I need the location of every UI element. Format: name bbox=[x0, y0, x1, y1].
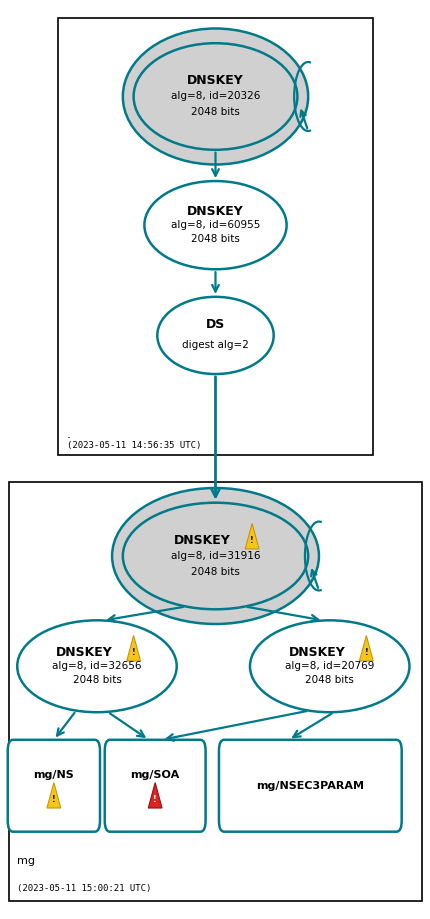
Polygon shape bbox=[126, 636, 140, 661]
Text: !: ! bbox=[250, 537, 253, 545]
Text: mg/SOA: mg/SOA bbox=[130, 770, 179, 779]
Text: mg/NSEC3PARAM: mg/NSEC3PARAM bbox=[256, 781, 363, 790]
Ellipse shape bbox=[17, 620, 176, 712]
Text: .: . bbox=[67, 428, 71, 441]
Text: DNSKEY: DNSKEY bbox=[174, 534, 230, 547]
Text: alg=8, id=31916: alg=8, id=31916 bbox=[170, 551, 260, 561]
Polygon shape bbox=[245, 524, 258, 549]
Ellipse shape bbox=[157, 297, 273, 374]
Text: 2048 bits: 2048 bits bbox=[190, 567, 240, 576]
Text: DS: DS bbox=[206, 318, 224, 331]
Text: 2048 bits: 2048 bits bbox=[304, 675, 353, 685]
Text: mg/NS: mg/NS bbox=[34, 770, 74, 779]
Text: !: ! bbox=[153, 796, 157, 804]
FancyBboxPatch shape bbox=[9, 482, 421, 901]
Text: alg=8, id=20769: alg=8, id=20769 bbox=[284, 662, 374, 671]
Ellipse shape bbox=[112, 488, 318, 624]
Text: !: ! bbox=[132, 649, 135, 657]
Text: !: ! bbox=[52, 796, 55, 804]
Text: !: ! bbox=[364, 649, 367, 657]
Text: 2048 bits: 2048 bits bbox=[190, 234, 240, 244]
Text: alg=8, id=32656: alg=8, id=32656 bbox=[52, 662, 141, 671]
Ellipse shape bbox=[123, 28, 307, 165]
Ellipse shape bbox=[249, 620, 408, 712]
Polygon shape bbox=[359, 636, 372, 661]
Text: (2023-05-11 15:00:21 UTC): (2023-05-11 15:00:21 UTC) bbox=[17, 884, 151, 893]
Text: (2023-05-11 14:56:35 UTC): (2023-05-11 14:56:35 UTC) bbox=[67, 441, 201, 450]
Ellipse shape bbox=[144, 181, 286, 269]
FancyBboxPatch shape bbox=[104, 740, 205, 832]
Ellipse shape bbox=[123, 503, 307, 609]
Text: mg: mg bbox=[17, 856, 35, 866]
Text: DNSKEY: DNSKEY bbox=[288, 646, 344, 659]
Text: 2048 bits: 2048 bits bbox=[190, 108, 240, 117]
Ellipse shape bbox=[133, 43, 297, 150]
Text: DNSKEY: DNSKEY bbox=[187, 74, 243, 87]
Polygon shape bbox=[47, 783, 61, 808]
Text: digest alg=2: digest alg=2 bbox=[181, 340, 249, 349]
FancyBboxPatch shape bbox=[218, 740, 401, 832]
Text: alg=8, id=20326: alg=8, id=20326 bbox=[170, 92, 260, 101]
Text: alg=8, id=60955: alg=8, id=60955 bbox=[170, 221, 260, 230]
Text: DNSKEY: DNSKEY bbox=[55, 646, 112, 659]
Polygon shape bbox=[148, 783, 162, 808]
Text: DNSKEY: DNSKEY bbox=[187, 205, 243, 218]
FancyBboxPatch shape bbox=[8, 740, 100, 832]
FancyBboxPatch shape bbox=[58, 18, 372, 455]
Text: 2048 bits: 2048 bits bbox=[72, 675, 121, 685]
